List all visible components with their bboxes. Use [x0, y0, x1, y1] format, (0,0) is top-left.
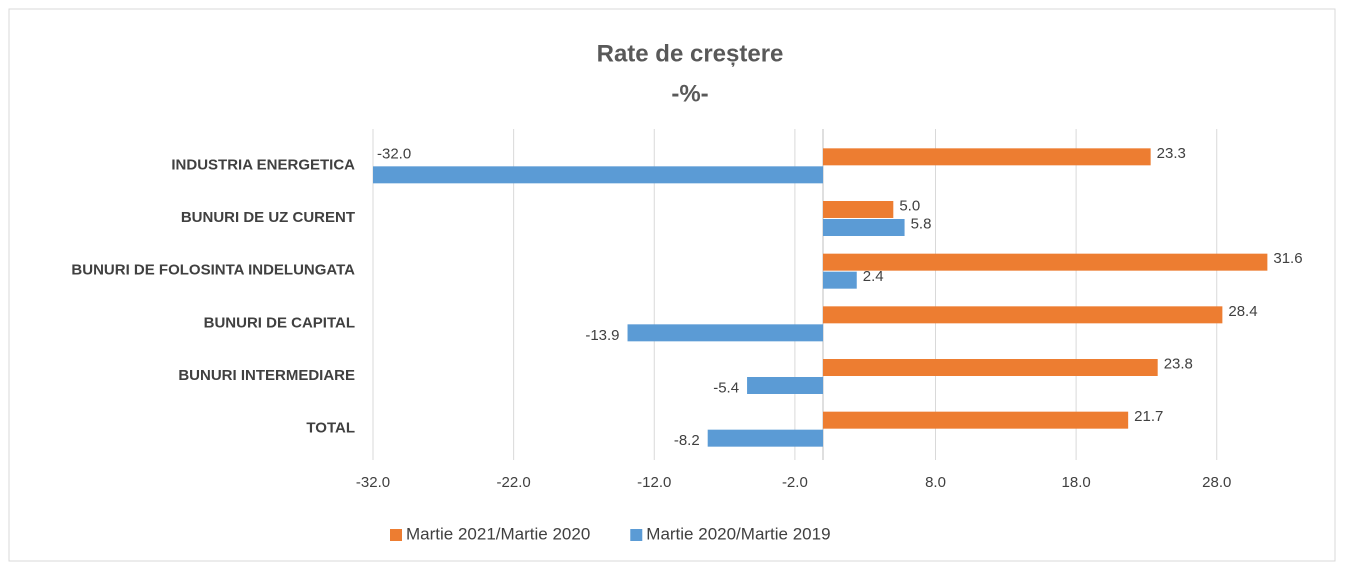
data-label: -13.9: [585, 327, 619, 344]
legend-label: Martie 2020/Martie 2019: [646, 524, 830, 543]
bar: [747, 377, 823, 394]
bar: [823, 271, 857, 289]
data-label: -5.4: [713, 379, 739, 396]
data-label: 5.0: [899, 197, 920, 214]
bar: [707, 429, 823, 447]
x-tick-label: -22.0: [497, 474, 531, 491]
chart-title: Rate de creștere: [597, 40, 784, 67]
category-label: TOTAL: [306, 420, 355, 437]
data-label: 23.3: [1157, 145, 1186, 162]
x-tick-label: -32.0: [356, 474, 390, 491]
data-label: -32.0: [377, 145, 411, 162]
bar: [823, 219, 905, 236]
bar: [823, 306, 1223, 324]
x-tick-label: -2.0: [782, 474, 808, 491]
category-label: BUNURI DE FOLOSINTA INDELUNGATA: [71, 262, 355, 279]
legend-swatch: [390, 529, 402, 541]
bar: [627, 324, 823, 342]
bar: [823, 411, 1129, 429]
x-tick-label: 8.0: [925, 474, 946, 491]
category-label: BUNURI INTERMEDIARE: [178, 367, 355, 384]
x-tick-label: 28.0: [1202, 474, 1231, 491]
data-label: 31.6: [1273, 250, 1302, 267]
data-label: 21.7: [1134, 408, 1163, 425]
bar: [823, 201, 894, 218]
bar: [373, 166, 823, 184]
legend-label: Martie 2021/Martie 2020: [406, 524, 590, 543]
data-label: 5.8: [911, 215, 932, 232]
category-label: BUNURI DE CAPITAL: [204, 314, 355, 331]
category-label: BUNURI DE UZ CURENT: [181, 209, 355, 226]
chart-subtitle: -%-: [671, 80, 708, 107]
x-tick-label: 18.0: [1062, 474, 1091, 491]
bar: [823, 359, 1158, 376]
chart-border: [8, 8, 1336, 562]
data-label: 2.4: [863, 268, 884, 285]
bar: [823, 253, 1268, 271]
data-label: 28.4: [1228, 303, 1257, 320]
data-label: -8.2: [674, 432, 700, 449]
bar: [823, 148, 1151, 166]
x-tick-label: -12.0: [637, 474, 671, 491]
data-label: 23.8: [1164, 355, 1193, 372]
category-label: INDUSTRIA ENERGETICA: [171, 156, 355, 173]
legend-swatch: [630, 529, 643, 541]
